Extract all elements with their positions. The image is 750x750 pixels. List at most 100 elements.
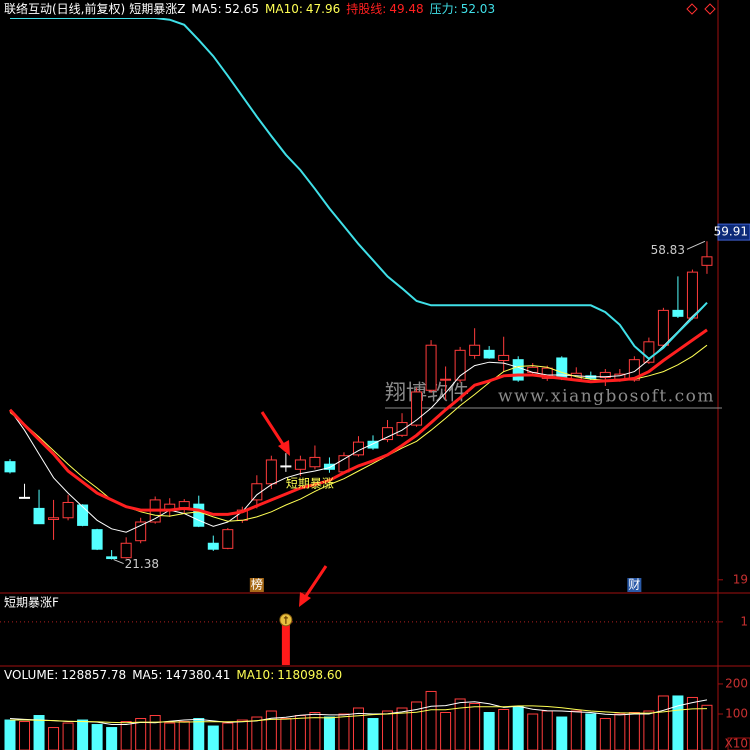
volume-bar xyxy=(367,718,379,750)
volume-bar xyxy=(19,721,31,750)
volume-bar xyxy=(323,716,335,750)
panel-title: VOLUME: xyxy=(4,668,58,682)
candle-body xyxy=(280,465,292,468)
legend-value: 52.03 xyxy=(461,2,495,16)
legend-value: 49.48 xyxy=(389,2,423,16)
event-badge xyxy=(627,578,642,592)
candle-body xyxy=(411,391,423,426)
volume-bar xyxy=(527,713,539,750)
candle-body xyxy=(106,556,118,560)
candle-body xyxy=(425,344,437,391)
volume-bar xyxy=(686,696,698,750)
watermark-url: www.xiangbosoft.com xyxy=(498,387,715,407)
legend-value: 118098.60 xyxy=(277,668,342,682)
candle-body xyxy=(33,507,45,525)
signal-icon-mark xyxy=(283,615,288,624)
candle-body xyxy=(701,256,713,266)
line-series xyxy=(8,328,708,516)
legend-value: 147380.41 xyxy=(165,668,230,682)
volume-bar xyxy=(135,718,147,750)
candle-body xyxy=(541,367,553,379)
low-label: 21.38 xyxy=(125,557,159,571)
volume-bar xyxy=(236,719,248,750)
candle-body xyxy=(657,309,669,346)
volume-bar xyxy=(309,712,321,750)
event-label: 财 xyxy=(628,578,640,592)
candle-body xyxy=(222,529,234,549)
volume-panel xyxy=(4,690,713,750)
volume-bar xyxy=(4,719,16,750)
candle-body xyxy=(19,496,31,499)
axes: 19 59.91 榜 财 21.38 58.83 短期暴涨 1 100 200 X10 xyxy=(113,223,750,750)
volume-bar xyxy=(149,715,161,750)
legend-name: 压力: xyxy=(430,2,458,16)
panel-title: 短期暴涨F xyxy=(4,595,59,610)
legend-name: MA5: xyxy=(191,2,221,16)
line-series xyxy=(9,699,708,725)
annotation-arrow xyxy=(260,411,286,447)
window-icon[interactable] xyxy=(704,3,716,15)
volume-bar xyxy=(570,710,582,750)
candle-body xyxy=(628,359,640,381)
volume-bar xyxy=(396,707,408,750)
volume-bar xyxy=(106,727,118,750)
high-label: 58.83 xyxy=(651,243,685,257)
volume-bar xyxy=(483,712,495,750)
candle-body xyxy=(62,501,74,519)
price-tag xyxy=(717,223,750,241)
candle-body xyxy=(91,529,103,550)
volume-bar xyxy=(425,690,437,750)
candle-body xyxy=(367,440,379,449)
volume-bar xyxy=(614,713,626,750)
multiplier-box xyxy=(727,737,750,750)
window-icon[interactable] xyxy=(686,3,698,15)
volume-bar xyxy=(48,727,60,750)
volume-bar xyxy=(207,725,219,750)
header: VOLUME: 128857.78 MA5: 147380.41 MA10: 118098… xyxy=(4,668,342,682)
volume-bar xyxy=(599,718,611,750)
line-series xyxy=(10,18,708,361)
volume-bar xyxy=(77,719,89,750)
candle-body xyxy=(207,542,219,550)
volume-bar xyxy=(556,716,568,750)
legend-name: MA10: xyxy=(236,668,274,682)
candle-body xyxy=(599,371,611,379)
legend-value: 128857.78 xyxy=(61,668,126,682)
volume-bar xyxy=(498,709,510,750)
volume-bar xyxy=(338,713,350,750)
event-label: 榜 xyxy=(251,577,263,592)
candle-body xyxy=(396,422,408,436)
line-series xyxy=(9,302,708,533)
candle-body xyxy=(440,378,452,381)
watermark: 翔博软件 www.xiangbosoft.com xyxy=(385,381,722,409)
volume-bar xyxy=(222,722,234,750)
line-series xyxy=(10,705,708,724)
candle-body xyxy=(135,521,147,542)
candle-body xyxy=(178,501,190,509)
volume-bar xyxy=(280,718,292,750)
low-pointer xyxy=(113,559,124,565)
annotation-arrow-head xyxy=(299,592,311,607)
bar xyxy=(281,621,290,665)
y-tick-label: 100 xyxy=(725,707,748,721)
volume-bar xyxy=(91,724,103,750)
volume-bar xyxy=(62,722,74,750)
annotation-arrow-head xyxy=(278,440,290,456)
volume-bar xyxy=(454,698,466,750)
y-tick-label: 1 xyxy=(740,614,748,628)
candle-body xyxy=(4,461,16,473)
candle-body xyxy=(193,503,205,527)
volume-bar xyxy=(469,702,481,750)
volume-bar xyxy=(628,712,640,750)
volume-bar xyxy=(352,707,364,750)
price-panel xyxy=(4,18,713,560)
candle-body xyxy=(643,341,655,363)
volume-bar xyxy=(193,718,205,750)
legend-value: 52.65 xyxy=(225,2,259,16)
event-badge xyxy=(249,578,264,592)
volume-bar xyxy=(33,715,45,750)
indicator-panel xyxy=(0,613,718,665)
y-tick-label: 200 xyxy=(725,676,748,690)
